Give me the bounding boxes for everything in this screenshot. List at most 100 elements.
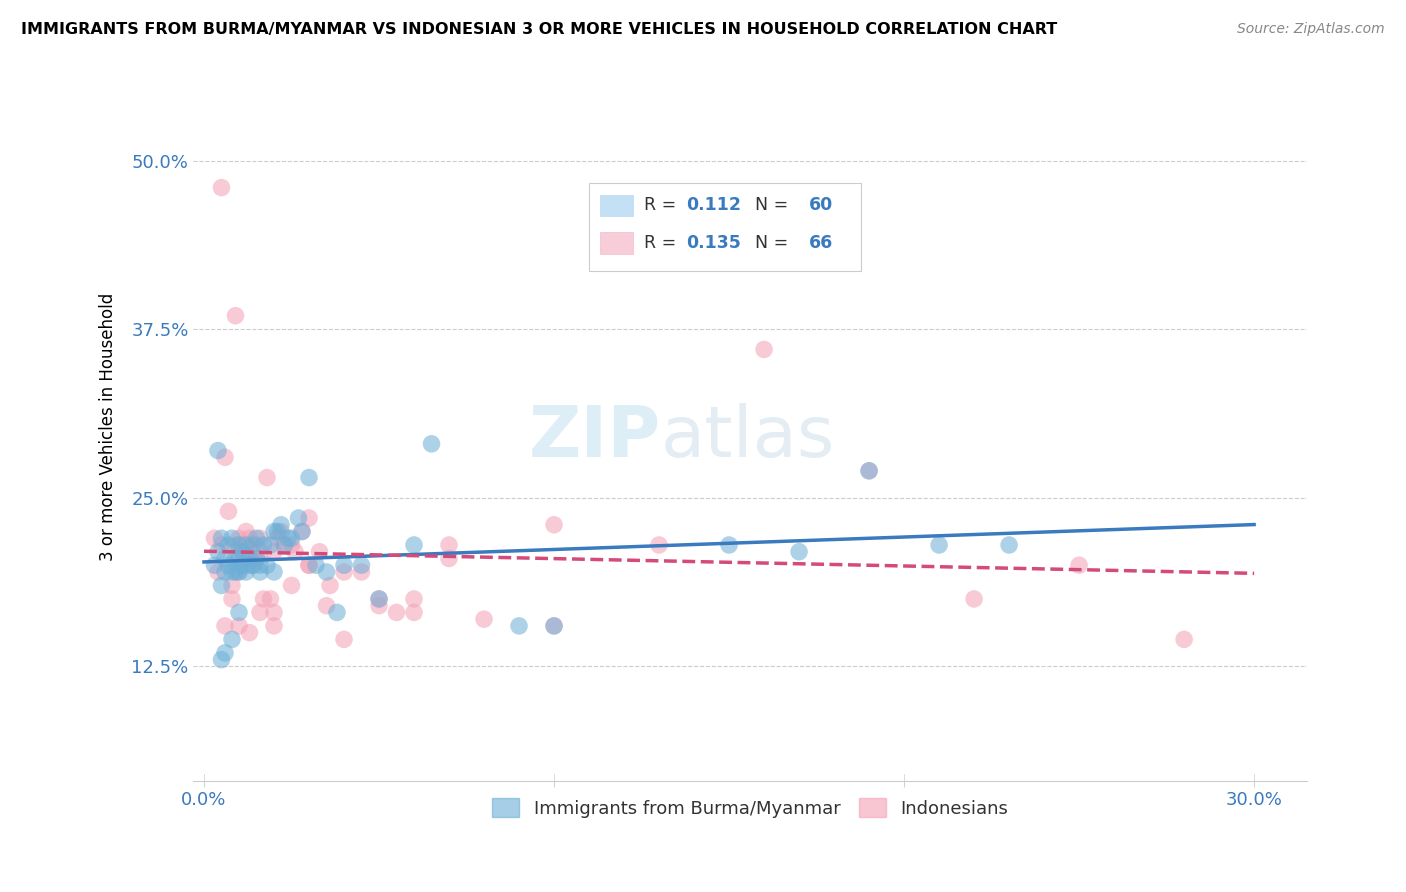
Point (298, 470, 321, 484)
Point (280, 538, 302, 552)
Point (224, 538, 246, 552)
Point (402, 591, 425, 606)
Point (235, 538, 257, 552)
Point (280, 531, 302, 545)
Point (333, 565, 356, 579)
Point (350, 558, 373, 573)
Point (228, 619, 250, 633)
Point (218, 538, 240, 552)
Text: R =: R = (644, 234, 682, 252)
Point (284, 545, 307, 559)
Point (242, 545, 264, 559)
Point (291, 524, 314, 539)
Point (256, 558, 278, 573)
Point (218, 504, 240, 518)
Point (238, 558, 260, 573)
Point (211, 652, 233, 666)
Point (249, 531, 271, 545)
Text: 60: 60 (808, 196, 834, 214)
Point (270, 517, 292, 532)
Point (211, 578, 233, 592)
Point (242, 558, 264, 573)
Point (287, 511, 309, 525)
Point (221, 632, 243, 647)
Point (319, 578, 342, 592)
Point (249, 558, 271, 573)
Point (211, 180, 233, 194)
Point (238, 531, 260, 545)
Point (368, 599, 391, 613)
Point (280, 578, 302, 592)
Point (235, 565, 257, 579)
Text: atlas: atlas (661, 403, 835, 472)
Point (221, 578, 243, 592)
Point (273, 538, 295, 552)
Point (858, 464, 880, 478)
Legend: Immigrants from Burma/Myanmar, Indonesians: Immigrants from Burma/Myanmar, Indonesia… (485, 791, 1015, 825)
Text: ZIP: ZIP (529, 403, 661, 472)
Point (252, 538, 274, 552)
Point (221, 591, 243, 606)
Point (221, 531, 243, 545)
Point (249, 606, 271, 620)
Point (266, 531, 288, 545)
Point (298, 558, 321, 573)
Point (242, 538, 264, 552)
Point (228, 565, 250, 579)
Point (228, 606, 250, 620)
Text: R =: R = (644, 196, 682, 214)
Point (214, 619, 236, 633)
Point (420, 437, 443, 451)
Point (238, 551, 260, 566)
Point (472, 612, 495, 626)
Point (543, 619, 565, 633)
Point (259, 538, 281, 552)
Point (718, 538, 741, 552)
Point (245, 551, 267, 566)
Point (207, 443, 229, 458)
Point (228, 531, 250, 545)
Point (963, 591, 986, 606)
Point (228, 565, 250, 579)
Point (214, 450, 236, 465)
Point (291, 524, 314, 539)
FancyBboxPatch shape (600, 232, 633, 253)
Point (214, 551, 236, 566)
Point (270, 524, 292, 539)
Y-axis label: 3 or more Vehicles in Household: 3 or more Vehicles in Household (100, 293, 117, 561)
Point (214, 646, 236, 660)
Point (998, 538, 1021, 552)
Point (256, 470, 278, 484)
Point (238, 551, 260, 566)
Point (245, 531, 267, 545)
Point (231, 551, 253, 566)
Point (249, 545, 271, 559)
Point (298, 558, 321, 573)
Point (1069, 558, 1091, 573)
Point (242, 558, 264, 573)
Point (508, 619, 530, 633)
Point (252, 591, 274, 606)
Point (235, 524, 257, 539)
Point (315, 565, 337, 579)
Point (333, 632, 356, 647)
Point (218, 558, 240, 573)
Point (350, 565, 373, 579)
Text: IMMIGRANTS FROM BURMA/MYANMAR VS INDONESIAN 3 OR MORE VEHICLES IN HOUSEHOLD CORR: IMMIGRANTS FROM BURMA/MYANMAR VS INDONES… (21, 22, 1057, 37)
Point (228, 551, 250, 566)
Point (235, 538, 257, 552)
Point (211, 531, 233, 545)
Point (207, 565, 229, 579)
Point (263, 565, 285, 579)
Point (245, 551, 267, 566)
Point (543, 619, 565, 633)
Point (368, 591, 391, 606)
Point (231, 538, 253, 552)
Point (263, 619, 285, 633)
Point (238, 625, 260, 640)
Point (437, 538, 460, 552)
Point (752, 343, 775, 357)
Point (385, 606, 408, 620)
Point (263, 545, 285, 559)
Point (858, 464, 880, 478)
